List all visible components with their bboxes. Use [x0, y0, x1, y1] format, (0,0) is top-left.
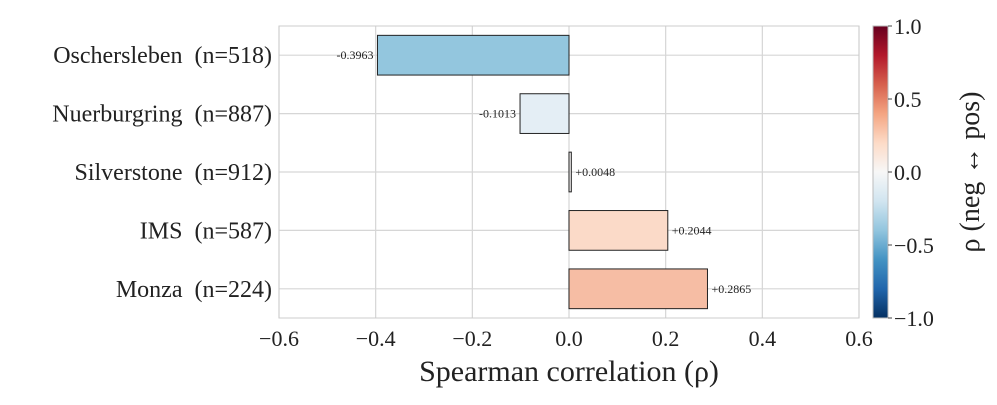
x-tick-label: 0.4 — [749, 326, 777, 351]
x-tick-label: −0.6 — [259, 326, 299, 351]
x-tick-label: −0.4 — [356, 326, 396, 351]
x-axis-label: Spearman correlation (ρ) — [419, 355, 719, 388]
y-tick-label: Monza (n=224) — [116, 277, 272, 303]
y-tick-label: IMS (n=587) — [140, 218, 272, 244]
colorbar-tick-label: 0.0 — [894, 160, 922, 185]
colorbar-gradient — [872, 25, 889, 319]
plot-frame — [278, 25, 860, 319]
y-tick-labels: Oschersleben (n=518) Nuerburgring (n=887)… — [52, 43, 272, 303]
colorbar-tick-label: 0.5 — [894, 87, 922, 112]
x-tick-label: 0.0 — [555, 326, 583, 351]
bar — [376, 34, 570, 76]
colorbar-tick-label: −0.5 — [894, 233, 934, 258]
x-tick-label: −0.2 — [452, 326, 492, 351]
y-tick-label: Oschersleben (n=518) — [53, 43, 272, 69]
colorbar-tick-label: 1.0 — [894, 14, 922, 39]
bar — [568, 151, 572, 193]
colorbar-label: ρ (neg ↔ pos) — [955, 92, 986, 253]
y-tick-label: Silverstone (n=912) — [74, 160, 272, 186]
colorbar-ticks: 1.0 0.5 0.0 −0.5 −1.0 — [888, 14, 934, 331]
x-tick-label: 0.2 — [652, 326, 680, 351]
bar-value-label: -0.1013 — [479, 107, 516, 121]
colorbar — [872, 25, 889, 319]
y-tick-label: Nuerburgring (n=887) — [52, 102, 272, 128]
bar-value-label: +0.0048 — [575, 165, 615, 179]
bar-value-label: +0.2044 — [672, 223, 712, 237]
x-tick-label: 0.6 — [845, 326, 873, 351]
x-tick-labels: −0.6 −0.4 −0.2 0.0 0.2 0.4 0.6 — [259, 326, 873, 351]
bar — [519, 93, 570, 134]
bar-value-label: -0.3963 — [336, 48, 373, 62]
colorbar-tick-label: −1.0 — [894, 306, 934, 331]
bar-value-label: +0.2865 — [711, 282, 751, 296]
bar — [568, 268, 708, 310]
bars: -0.3963 -0.1013 +0.0048 +0.2044 +0.2865 — [336, 34, 751, 310]
bar — [568, 210, 669, 251]
